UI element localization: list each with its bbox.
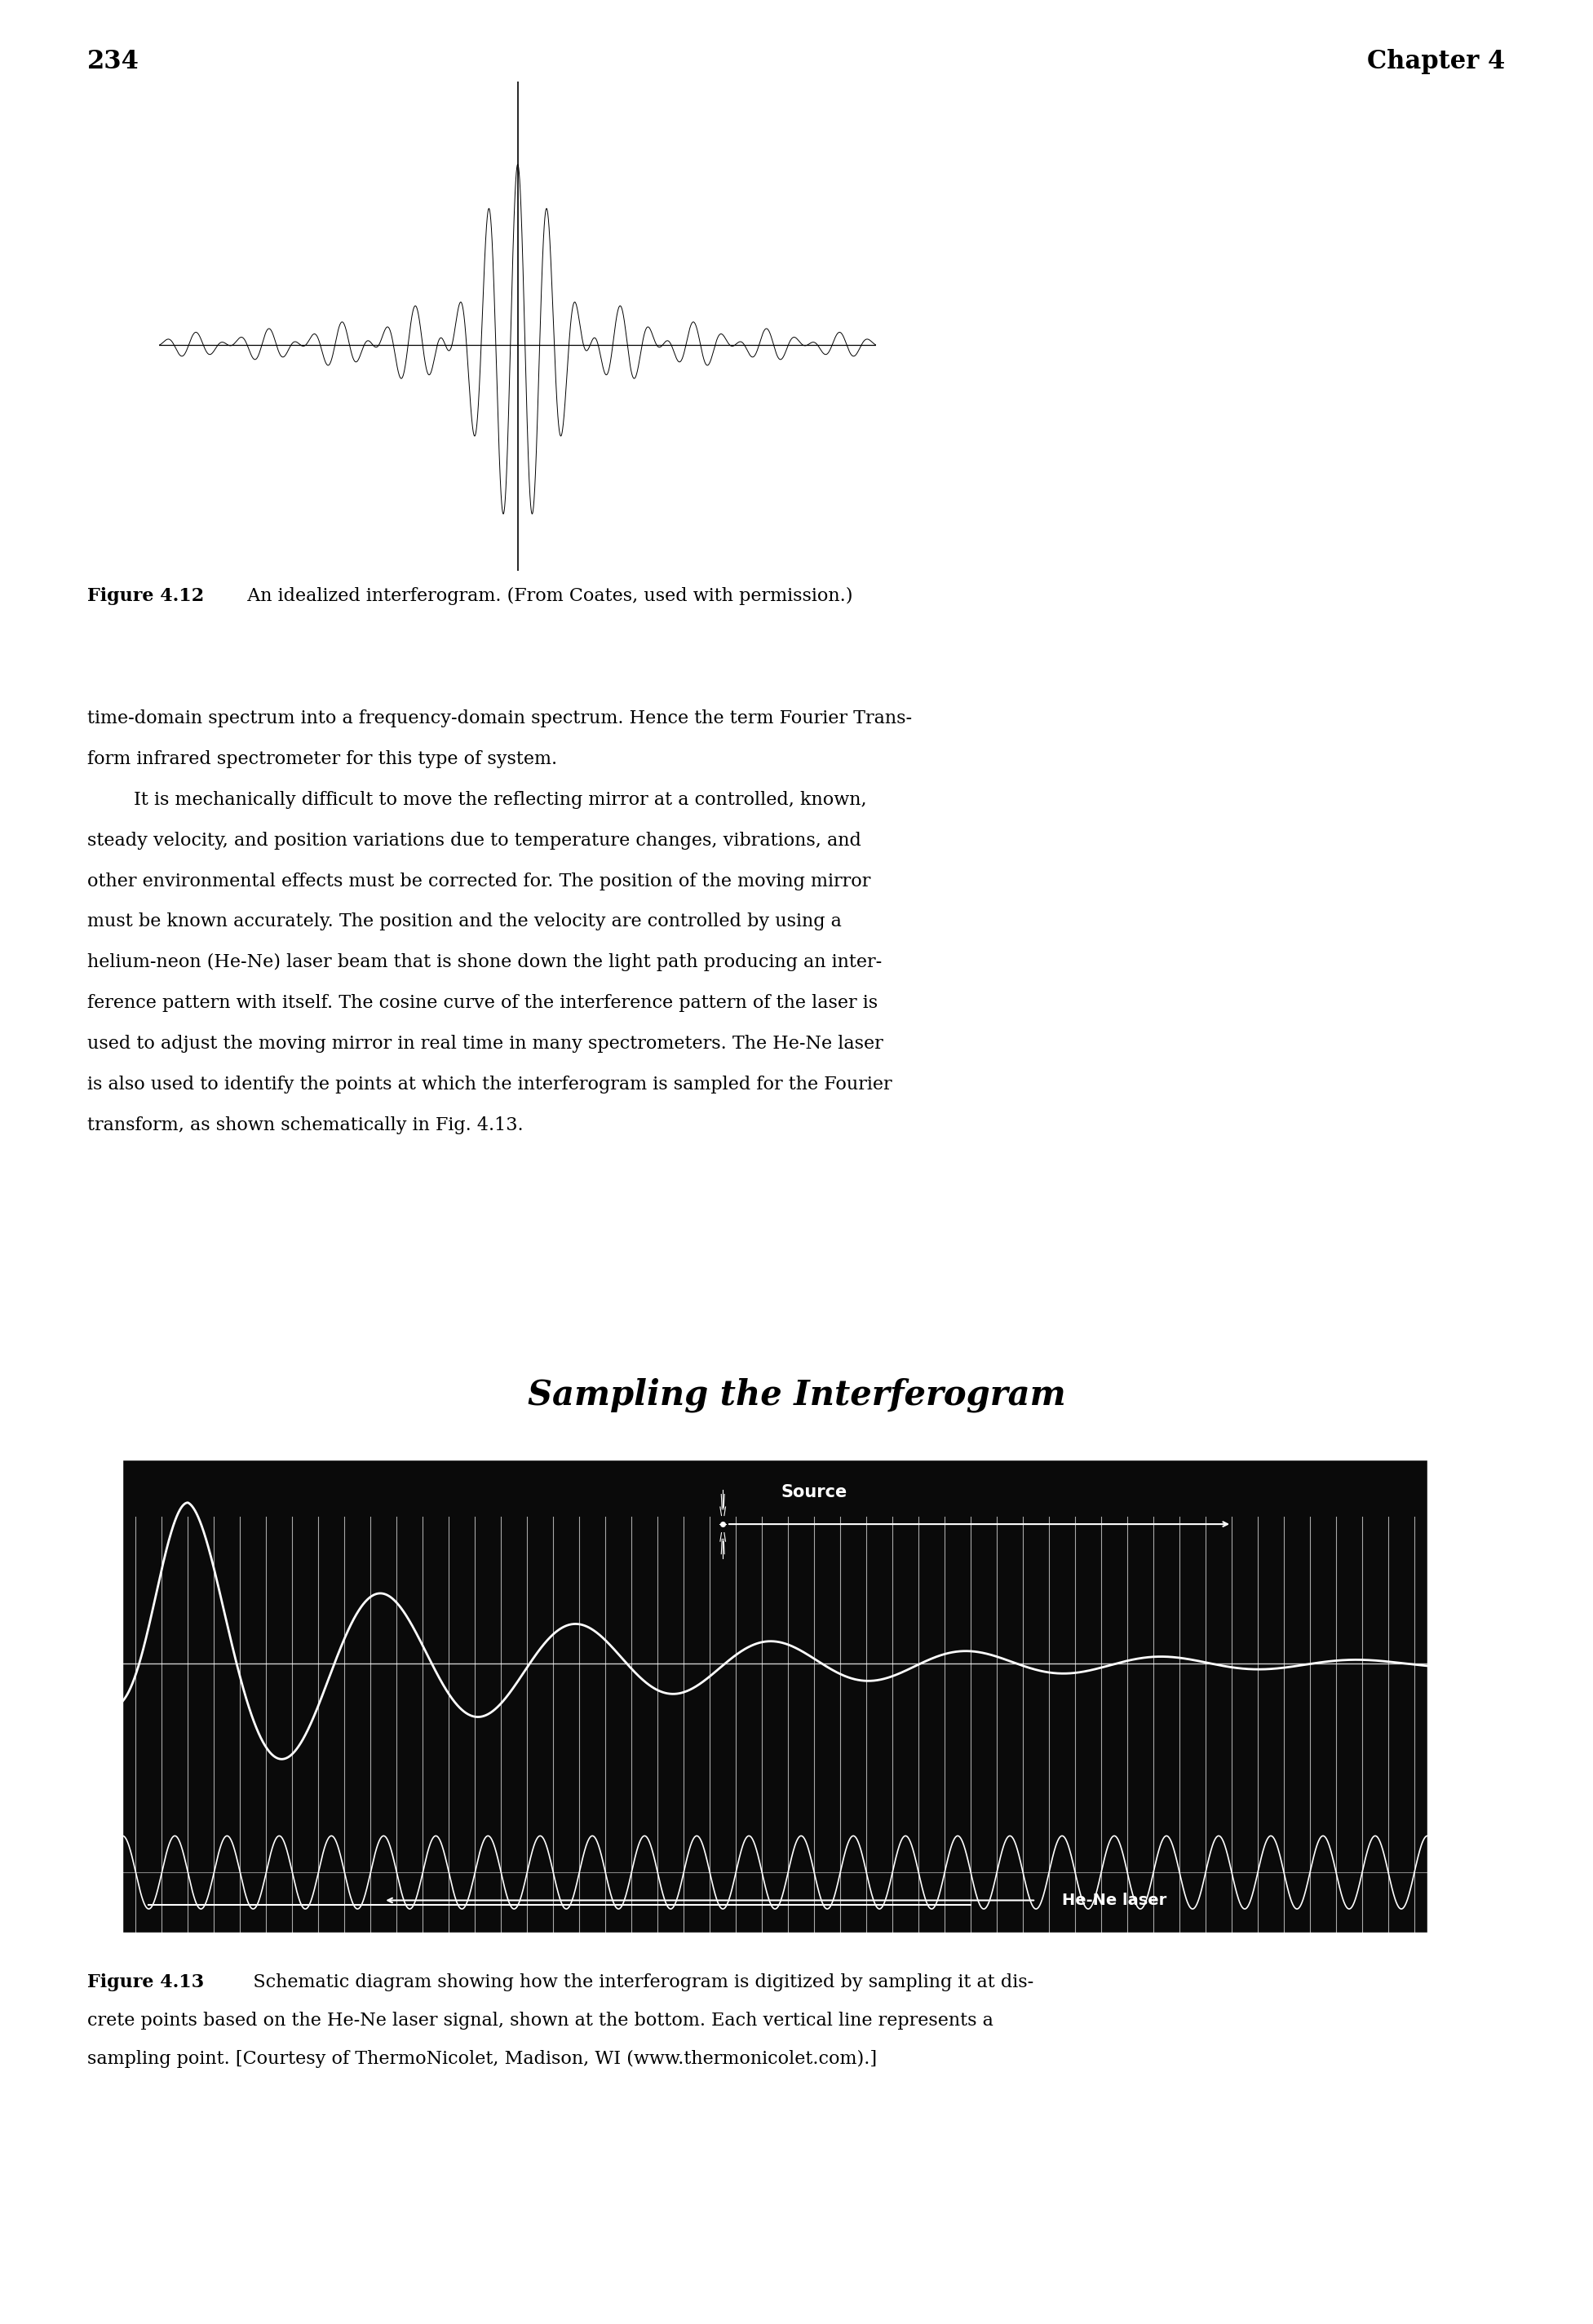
Text: time-domain spectrum into a frequency-domain spectrum. Hence the term Fourier Tr: time-domain spectrum into a frequency-do… — [88, 709, 913, 727]
Text: Schematic diagram showing how the interferogram is digitized by sampling it at d: Schematic diagram showing how the interf… — [236, 1973, 1034, 1992]
Text: An idealized interferogram. (From Coates, used with permission.): An idealized interferogram. (From Coates… — [236, 588, 852, 604]
Text: steady velocity, and position variations due to temperature changes, vibrations,: steady velocity, and position variations… — [88, 832, 862, 848]
Text: transform, as shown schematically in Fig. 4.13.: transform, as shown schematically in Fig… — [88, 1116, 524, 1134]
Text: Sampling the Interferogram: Sampling the Interferogram — [527, 1378, 1066, 1413]
Text: sampling point. [Courtesy of ThermoNicolet, Madison, WI (www.thermonicolet.com).: sampling point. [Courtesy of ThermoNicol… — [88, 2050, 878, 2068]
Text: He-Ne laser: He-Ne laser — [1063, 1892, 1166, 1908]
Text: helium-neon (He-Ne) laser beam that is shone down the light path producing an in: helium-neon (He-Ne) laser beam that is s… — [88, 953, 883, 971]
Text: form infrared spectrometer for this type of system.: form infrared spectrometer for this type… — [88, 751, 558, 767]
Text: other environmental effects must be corrected for. The position of the moving mi: other environmental effects must be corr… — [88, 872, 871, 890]
Text: used to adjust the moving mirror in real time in many spectrometers. The He-Ne l: used to adjust the moving mirror in real… — [88, 1034, 884, 1053]
Text: It is mechanically difficult to move the reflecting mirror at a controlled, know: It is mechanically difficult to move the… — [88, 790, 867, 809]
Text: 234: 234 — [88, 49, 140, 74]
Text: Chapter 4: Chapter 4 — [1367, 49, 1505, 74]
Text: ference pattern with itself. The cosine curve of the interference pattern of the: ference pattern with itself. The cosine … — [88, 995, 878, 1011]
Text: crete points based on the He-Ne laser signal, shown at the bottom. Each vertical: crete points based on the He-Ne laser si… — [88, 2013, 994, 2029]
Text: Source: Source — [781, 1483, 847, 1499]
Text: Figure 4.12: Figure 4.12 — [88, 588, 204, 604]
Text: is also used to identify the points at which the interferogram is sampled for th: is also used to identify the points at w… — [88, 1076, 892, 1092]
Text: Figure 4.13: Figure 4.13 — [88, 1973, 204, 1992]
Text: must be known accurately. The position and the velocity are controlled by using : must be known accurately. The position a… — [88, 913, 843, 930]
